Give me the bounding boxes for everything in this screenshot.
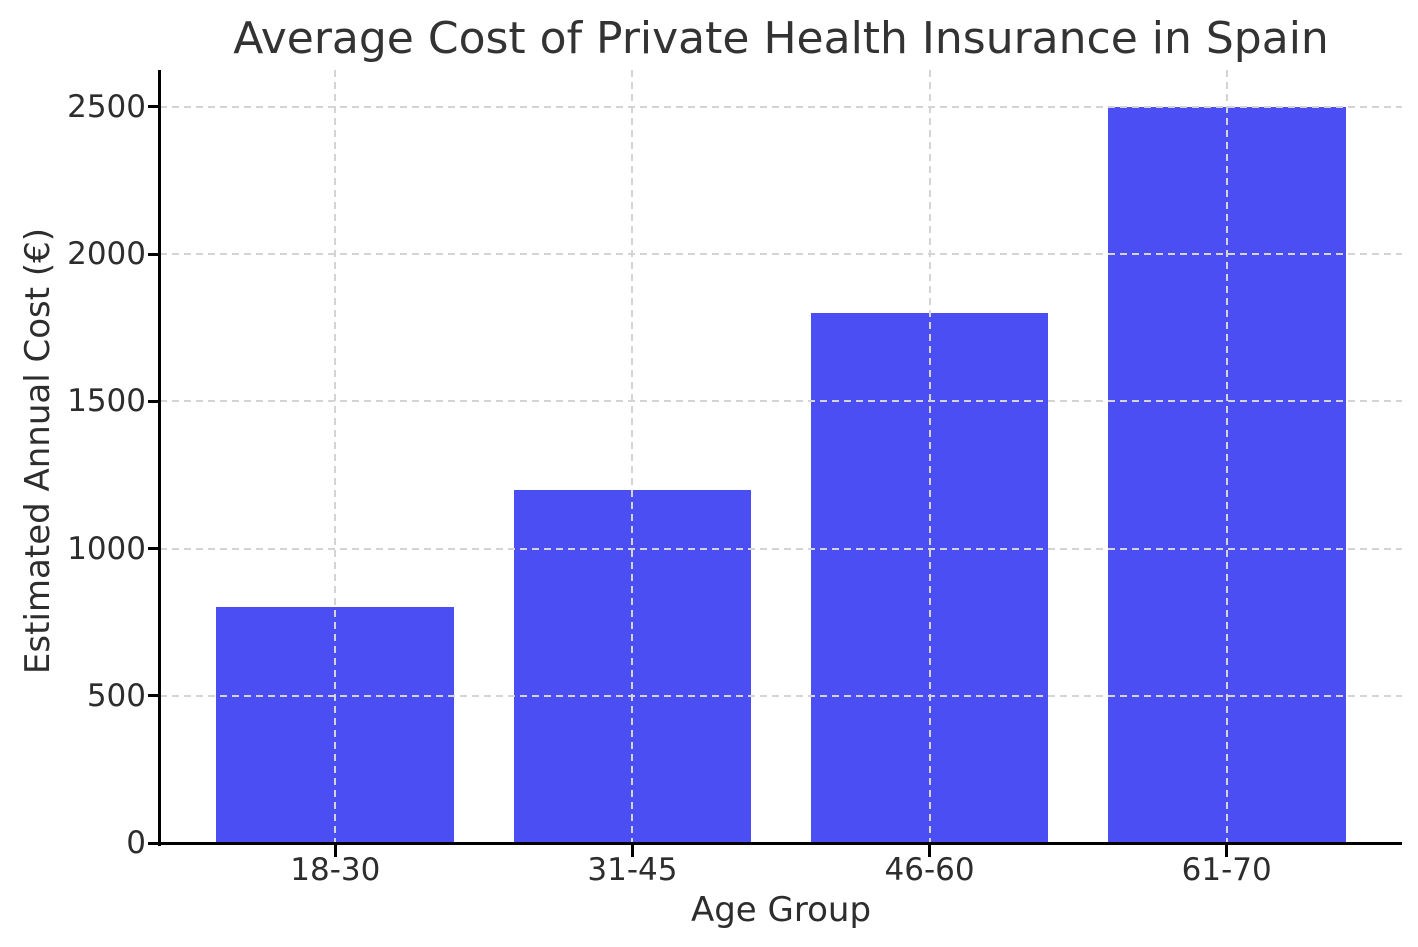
y-tick-label-2000: 2000 — [67, 236, 146, 273]
gridline-x-61-70 — [1225, 70, 1228, 843]
gridline-x-46-60 — [928, 70, 931, 843]
y-tick-1500 — [148, 399, 160, 403]
y-tick-label-1000: 1000 — [67, 530, 146, 567]
x-tick-31-45 — [630, 845, 634, 857]
gridline-y-1000 — [160, 547, 1402, 550]
x-axis-label: Age Group — [690, 890, 872, 930]
gridline-y-500 — [160, 694, 1402, 697]
x-tick-46-60 — [928, 845, 932, 857]
x-tick-label-61-70: 61-70 — [1181, 852, 1272, 888]
y-tick-500 — [148, 694, 160, 698]
gridline-x-31-45 — [631, 70, 634, 843]
y-tick-2500 — [148, 105, 160, 109]
y-tick-1000 — [148, 547, 160, 551]
y-tick-label-0: 0 — [126, 825, 146, 861]
y-tick-label-2500: 2500 — [67, 88, 146, 125]
chart-title: Average Cost of Private Health Insurance… — [233, 13, 1329, 64]
y-axis-label: Estimated Annual Cost (€) — [18, 227, 58, 675]
x-tick-18-30 — [333, 845, 337, 857]
y-tick-0 — [148, 841, 160, 845]
x-tick-label-18-30: 18-30 — [290, 852, 381, 888]
gridline-y-2000 — [160, 253, 1402, 256]
gridline-y-2500 — [160, 105, 1402, 108]
x-tick-label-46-60: 46-60 — [884, 852, 975, 888]
left-spine — [158, 70, 161, 846]
y-tick-label-1500: 1500 — [67, 383, 146, 420]
x-tick-61-70 — [1225, 845, 1229, 857]
gridline-x-18-30 — [334, 70, 337, 843]
y-tick-2000 — [148, 252, 160, 256]
bottom-spine — [158, 842, 1402, 845]
y-tick-label-500: 500 — [86, 677, 146, 714]
x-tick-label-31-45: 31-45 — [587, 852, 678, 888]
gridline-y-1500 — [160, 400, 1402, 403]
